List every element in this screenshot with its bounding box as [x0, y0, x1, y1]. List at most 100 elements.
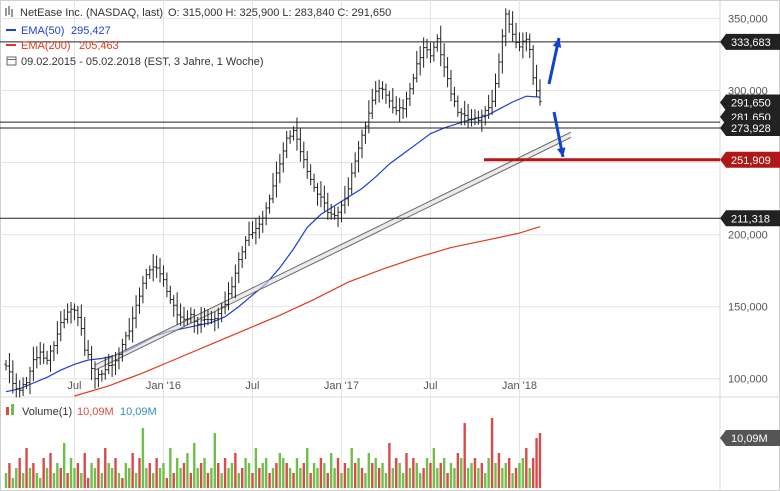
candle	[456, 95, 460, 117]
candle	[326, 192, 330, 220]
candle	[435, 34, 439, 52]
volume-bar	[484, 473, 487, 488]
candle	[514, 22, 518, 49]
candle	[24, 376, 29, 389]
candle	[196, 317, 200, 335]
candle	[144, 268, 148, 290]
volume-bar	[470, 463, 473, 488]
price-tag-333683-bg	[720, 33, 780, 50]
volume-bar	[227, 468, 230, 488]
volume-bar	[141, 428, 145, 488]
candle	[394, 96, 398, 115]
volume-bar	[504, 463, 507, 488]
price-tag-291650-text: 291,650	[731, 98, 771, 110]
candle	[11, 360, 15, 394]
volume-bar	[415, 463, 418, 488]
candle	[339, 200, 344, 223]
volume-bar	[93, 468, 97, 488]
volume-bar	[292, 473, 295, 488]
volume-bar	[412, 458, 415, 488]
volume-bar	[525, 448, 528, 488]
volume-bar	[59, 468, 62, 488]
candle	[411, 73, 415, 95]
candle	[76, 305, 80, 327]
volume-bar	[514, 468, 518, 488]
candle	[199, 307, 203, 333]
volume-bar	[275, 463, 278, 488]
arrows	[547, 37, 566, 158]
x-tick-label: Jan '18	[502, 380, 537, 392]
volume-bar	[302, 463, 306, 488]
candle	[432, 41, 436, 62]
x-tick-label: Jul	[245, 380, 259, 392]
volume-bar	[148, 463, 151, 488]
volume-bar	[80, 473, 83, 488]
y-tick-label: 150,000	[728, 302, 768, 314]
volume-bar	[535, 438, 538, 488]
candle	[254, 218, 258, 245]
candle	[500, 28, 504, 74]
volume-bar	[350, 448, 353, 488]
volume-bar	[162, 463, 165, 488]
candle	[356, 140, 361, 173]
candle	[538, 79, 542, 106]
candle	[59, 311, 63, 342]
volume-bar	[306, 448, 309, 488]
volume-tag-text: 10,09M	[731, 433, 768, 445]
candle	[206, 309, 210, 326]
volume-bar	[230, 463, 234, 488]
candle	[343, 185, 347, 214]
arrow-up	[547, 37, 562, 85]
volume-bar	[473, 458, 477, 488]
horizontal-levels	[0, 41, 720, 219]
candle	[38, 341, 42, 365]
candle	[134, 295, 138, 329]
volume-bar	[395, 458, 398, 488]
volume-bar	[343, 463, 347, 488]
volume-bar	[282, 458, 285, 488]
volume-bar	[360, 468, 364, 488]
volume-bar	[213, 433, 217, 488]
volume-bar	[357, 458, 360, 488]
candle	[404, 91, 409, 118]
volume-bar	[206, 473, 210, 488]
calendar-icon	[6, 56, 17, 66]
volume-bar	[179, 468, 182, 488]
volume-bar	[309, 473, 312, 488]
candle	[439, 25, 443, 67]
candle	[175, 292, 179, 325]
volume-bar	[371, 463, 374, 488]
volume-bar	[528, 468, 531, 488]
volume-bar	[8, 463, 11, 488]
volume-bar	[501, 468, 504, 488]
volume-bar	[460, 458, 463, 488]
y-tick-label: 200,000	[728, 230, 768, 242]
candle	[192, 308, 196, 333]
volume-bar	[518, 463, 521, 488]
candle	[148, 265, 152, 279]
candle	[380, 81, 385, 100]
candles	[4, 8, 542, 398]
price-tag-333683: 333,683	[720, 33, 780, 50]
price-tag-211318-text: 211,318	[731, 213, 770, 225]
volume-bar	[172, 473, 175, 488]
volume-bar	[189, 473, 193, 488]
candle	[18, 380, 22, 398]
volume-bar	[374, 458, 377, 488]
volume-bar	[145, 468, 148, 488]
volume-bar	[449, 463, 453, 488]
x-tick-label: Jan '16	[146, 380, 181, 392]
candle	[374, 81, 378, 105]
arrow-down-head	[556, 147, 566, 157]
candle	[83, 317, 87, 356]
volume-bar	[155, 458, 158, 488]
y-tick-label: 300,000	[728, 85, 768, 97]
volume-bar	[381, 463, 384, 488]
candle	[131, 306, 135, 343]
candle	[127, 318, 131, 341]
candle	[107, 353, 111, 375]
volume-bar	[104, 448, 107, 488]
volume-bar	[261, 463, 264, 488]
candle	[278, 153, 282, 184]
